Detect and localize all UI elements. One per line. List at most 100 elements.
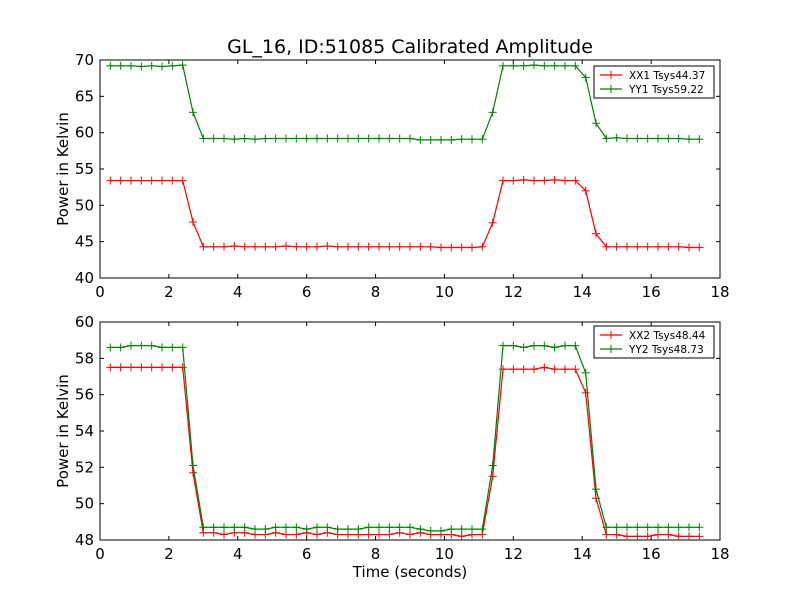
data-point	[695, 135, 704, 144]
data-point	[364, 530, 373, 539]
data-point	[230, 242, 239, 251]
data-point	[695, 523, 704, 532]
data-point	[189, 468, 197, 477]
data-point	[385, 523, 394, 532]
x-tick-label: 14	[573, 545, 592, 563]
data-point	[199, 134, 208, 143]
data-point	[457, 532, 466, 541]
data-point	[602, 530, 611, 539]
y-tick-label: 40	[75, 269, 94, 287]
data-point	[137, 176, 146, 185]
data-point	[333, 134, 342, 143]
data-point	[127, 341, 135, 350]
data-point	[116, 61, 125, 70]
data-point	[261, 242, 270, 251]
data-point	[509, 341, 518, 350]
x-tick-label: 18	[710, 545, 729, 563]
data-point	[540, 341, 549, 350]
data-point	[612, 523, 621, 532]
x-tick-label: 10	[435, 283, 454, 301]
data-point	[457, 243, 466, 252]
y-axis-label: Power in Kelvin	[54, 374, 72, 488]
data-point	[540, 61, 549, 70]
legend-item: YY1 Tsys59.22	[600, 84, 704, 96]
data-point	[643, 242, 652, 251]
y-tick-label: 48	[75, 531, 94, 549]
data-point	[561, 365, 569, 374]
data-point	[251, 135, 259, 144]
data-point	[530, 61, 538, 70]
data-point	[261, 525, 270, 534]
data-point	[478, 525, 487, 534]
data-point	[654, 134, 662, 143]
data-point	[333, 242, 342, 251]
data-point	[633, 532, 642, 541]
data-point	[406, 530, 414, 539]
data-point	[416, 242, 425, 251]
legend-item: XX2 Tsys48.44	[600, 330, 706, 342]
data-point	[282, 134, 290, 143]
legend-label: YY2 Tsys48.73	[628, 344, 704, 356]
data-point	[602, 134, 611, 143]
x-axis-label: Time (seconds)	[352, 563, 468, 581]
x-tick-label: 4	[233, 545, 243, 563]
y-tick-label: 54	[75, 422, 94, 440]
data-point	[447, 525, 456, 534]
data-point	[468, 243, 476, 252]
chart-title: GL_16, ID:51085 Calibrated Amplitude	[227, 36, 593, 58]
data-point	[364, 134, 373, 143]
data-point	[674, 532, 683, 541]
x-tick-label: 14	[573, 283, 592, 301]
data-point	[426, 242, 435, 251]
data-point	[158, 176, 166, 185]
data-point	[354, 525, 363, 534]
data-point	[540, 176, 549, 185]
data-point	[499, 61, 507, 70]
data-point	[426, 135, 435, 144]
data-point	[457, 525, 466, 534]
data-point	[499, 365, 507, 374]
data-point	[292, 523, 301, 532]
data-point	[612, 530, 621, 539]
series-line	[110, 366, 700, 538]
data-point	[664, 530, 673, 539]
data-point	[375, 523, 383, 532]
data-point	[313, 242, 321, 251]
data-point	[437, 243, 445, 252]
data-point	[385, 242, 394, 251]
data-point	[540, 363, 549, 372]
y-axis-label: Power in Kelvin	[54, 112, 72, 226]
data-point	[333, 525, 342, 534]
data-point	[116, 176, 125, 185]
legend-label: XX2 Tsys48.44	[629, 330, 706, 342]
x-tick-label: 4	[233, 283, 243, 301]
data-point	[364, 523, 373, 532]
data-point	[468, 135, 476, 144]
y-tick-label: 56	[75, 386, 94, 404]
data-point	[612, 133, 621, 142]
data-point	[664, 134, 673, 143]
data-point	[178, 363, 187, 372]
data-point	[375, 134, 383, 143]
data-point	[674, 242, 683, 251]
y-tick-label: 70	[75, 51, 94, 69]
data-point	[426, 526, 435, 535]
data-point	[168, 343, 177, 352]
x-tick-label: 12	[504, 283, 523, 301]
legend-item: YY2 Tsys48.73	[600, 344, 704, 356]
data-point	[571, 61, 580, 70]
data-point	[519, 175, 528, 184]
x-tick-label: 6	[302, 283, 312, 301]
data-point	[313, 134, 321, 143]
data-point	[127, 61, 135, 70]
data-point	[623, 134, 631, 143]
data-point	[509, 365, 518, 374]
data-point	[592, 119, 600, 128]
data-point	[127, 363, 135, 372]
y-tick-label: 65	[75, 87, 94, 105]
legend: XX1 Tsys44.37 YY1 Tsys59.22	[593, 65, 715, 99]
data-point	[478, 135, 487, 144]
data-point	[519, 61, 528, 70]
data-point	[209, 523, 218, 532]
data-point	[623, 242, 631, 251]
